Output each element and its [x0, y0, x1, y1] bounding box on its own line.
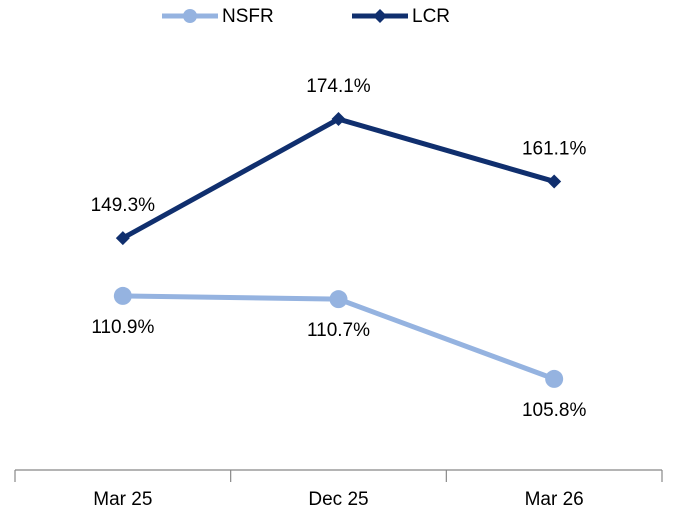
point [329, 290, 348, 309]
x-tick-label: Mar 26 [525, 489, 584, 510]
data-label: 161.1% [522, 138, 587, 159]
legend-marker [183, 9, 197, 23]
point [331, 112, 346, 127]
data-label: 149.3% [91, 195, 156, 216]
series-line [121, 116, 555, 241]
data-label: 110.7% [307, 320, 370, 341]
legend-label: NSFR [222, 6, 274, 27]
x-tick-label: Dec 25 [308, 489, 368, 510]
data-label: 110.9% [91, 317, 154, 338]
data-label: 105.8% [522, 400, 587, 421]
legend-label: LCR [412, 6, 450, 27]
point [115, 231, 130, 246]
legend-marker [373, 9, 387, 23]
data-label: 174.1% [306, 76, 371, 97]
x-tick-label: Mar 25 [93, 489, 152, 510]
point [547, 174, 562, 189]
point [113, 286, 132, 305]
point [545, 369, 564, 388]
